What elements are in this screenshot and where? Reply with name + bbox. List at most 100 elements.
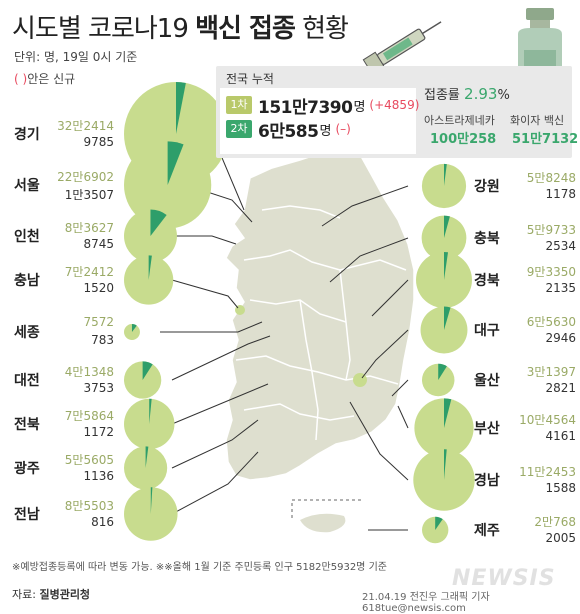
mainland-shape: [225, 139, 415, 481]
pie-경북: [416, 252, 472, 308]
pie-slice-대전: [142, 361, 153, 380]
region-new-경북: 2135: [545, 281, 576, 295]
region-new-세종: 783: [91, 333, 114, 347]
summary-title: 전국 누적: [226, 72, 274, 86]
pie-강원: [421, 163, 467, 209]
dose2-badge: 2차: [226, 120, 252, 138]
region-name-전남: 전남: [14, 507, 40, 523]
pie-slice-제주: [435, 516, 443, 530]
pie-인천: [124, 209, 177, 263]
pie-세종: [124, 324, 140, 340]
island-box: [291, 499, 362, 518]
az-label: 아스트라제네카: [424, 114, 495, 127]
pie-전남: [124, 487, 178, 541]
pie-광주: [124, 446, 168, 490]
region-total-서울: 22만6902: [57, 170, 114, 184]
pie-slice-경기: [176, 82, 186, 134]
az-value: 100만258: [430, 132, 497, 147]
pie-울산: [422, 363, 455, 397]
region-name-광주: 광주: [14, 461, 40, 477]
region-name-제주: 제주: [474, 523, 500, 539]
pie-slice-부산: [444, 398, 452, 428]
region-new-제주: 2005: [545, 531, 576, 545]
dose1-badge: 1차: [226, 96, 252, 114]
region-total-경남: 11만2453: [519, 465, 576, 479]
pie-slice-인천: [150, 209, 167, 236]
region-new-충남: 1520: [83, 281, 114, 295]
region-new-충북: 2534: [545, 239, 576, 253]
pfizer-label: 화이자 백신: [510, 114, 565, 127]
pie-경남: [413, 449, 475, 511]
region-new-인천: 8745: [83, 237, 114, 251]
pie-대구: [420, 306, 468, 354]
region-name-경북: 경북: [474, 273, 500, 289]
region-new-강원: 1178: [545, 187, 576, 201]
region-new-광주: 1136: [83, 469, 114, 483]
region-total-인천: 8만3627: [64, 221, 114, 235]
region-name-부산: 부산: [474, 421, 500, 437]
dose1-row: 1차 151만7390 명 (+4859): [226, 94, 420, 118]
region-total-울산: 3만1397: [526, 365, 576, 379]
region-name-세종: 세종: [14, 325, 40, 341]
region-name-서울: 서울: [14, 178, 40, 194]
pie-slice-경남: [444, 449, 447, 480]
region-name-충남: 충남: [14, 273, 40, 289]
region-new-울산: 2821: [545, 381, 576, 395]
dose2-value: 6만585: [258, 121, 319, 142]
pie-slice-전북: [149, 398, 152, 424]
region-total-전남: 8만5503: [64, 499, 114, 513]
dose2-row: 2차 6만585 명 (–): [226, 118, 351, 142]
region-new-전남: 816: [91, 515, 114, 529]
dose1-new: (+4859): [369, 98, 420, 112]
region-new-경기: 9785: [83, 135, 114, 149]
region-name-울산: 울산: [474, 373, 500, 389]
region-borders: [235, 205, 407, 441]
pie-slice-강원: [444, 163, 447, 186]
region-name-전북: 전북: [14, 417, 40, 433]
paren-note: ( )안은 신규: [14, 72, 76, 86]
dose2-new: (–): [335, 122, 351, 136]
region-total-전북: 7만5864: [64, 409, 114, 423]
unit-note: 단위: 명, 19일 0시 기준: [14, 50, 138, 64]
pie-대전: [124, 361, 162, 399]
region-total-광주: 5만5605: [64, 453, 114, 467]
region-new-서울: 1만3507: [64, 188, 114, 202]
pie-slice-충북: [444, 215, 450, 238]
region-new-대구: 2946: [545, 331, 576, 345]
pie-전북: [124, 398, 175, 450]
dose1-value: 151만7390: [258, 97, 353, 118]
watermark: NEWSIS: [452, 566, 556, 591]
region-total-부산: 10만4564: [519, 413, 576, 427]
region-name-인천: 인천: [14, 229, 40, 245]
dose2-unit: 명: [319, 123, 332, 139]
region-total-제주: 2만768: [534, 515, 576, 529]
korea-map: [225, 139, 415, 533]
summary-panel: 전국 누적 1차 151만7390 명 (+4859) 2차 6만585 명 (…: [216, 66, 578, 158]
source: 자료: 질병관리청: [12, 588, 91, 601]
pie-bg-충북: [421, 215, 467, 261]
jeju-shape: [300, 513, 346, 533]
pie-slice-세종: [131, 324, 137, 332]
pie-부산: [414, 398, 474, 458]
pie-slice-울산: [438, 363, 447, 380]
page-title: 시도별 코로나19 백신 접종 현황: [12, 14, 349, 44]
region-total-대구: 6만5630: [526, 315, 576, 329]
region-total-충남: 7만2412: [64, 265, 114, 279]
region-total-경기: 32만2414: [57, 119, 114, 133]
dose1-unit: 명: [353, 99, 366, 115]
summary-inner: [220, 88, 416, 154]
pie-서울: [124, 141, 212, 229]
pie-group: [124, 82, 475, 544]
pie-제주: [422, 516, 449, 544]
region-total-대전: 4만1348: [64, 365, 114, 379]
region-name-대전: 대전: [14, 373, 40, 389]
pie-slice-대구: [444, 306, 451, 330]
pfizer-value: 51만7132: [512, 132, 579, 147]
pie-slice-충남: [148, 255, 152, 280]
region-total-경북: 9만3350: [526, 265, 576, 279]
pie-충북: [421, 215, 467, 261]
pie-slice-서울: [167, 141, 184, 185]
region-new-경남: 1588: [545, 481, 576, 495]
pie-slice-경북: [444, 252, 449, 280]
